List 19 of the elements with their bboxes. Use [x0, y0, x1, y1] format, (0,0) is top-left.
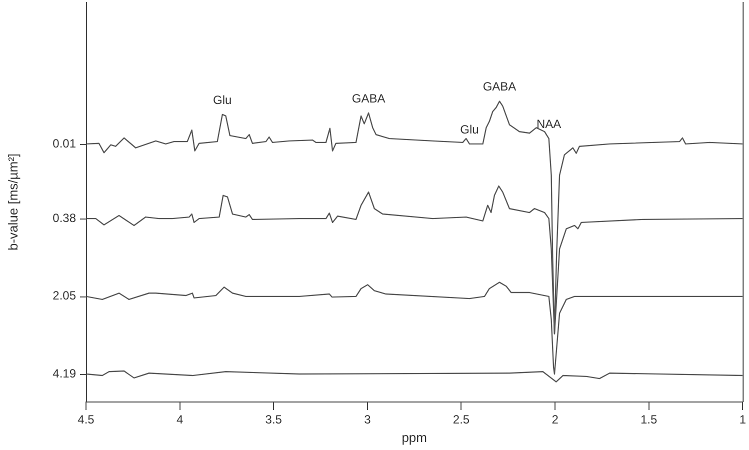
x-tick-label: 3	[364, 412, 372, 427]
annotation: Glu	[213, 92, 232, 107]
annotation: NAA	[536, 116, 562, 131]
x-tick-label: 4.5	[78, 412, 95, 427]
annotation: GABA	[352, 91, 386, 106]
series-label: 0.01	[52, 136, 76, 150]
x-tick-label: 1.5	[640, 412, 658, 427]
series-label: 0.38	[52, 210, 76, 225]
series-label: 4.19	[52, 366, 76, 380]
x-tick-label: 3.5	[265, 412, 282, 427]
y-axis-title: b-value [ms/µm²]	[6, 153, 21, 251]
x-tick-label: 4	[176, 412, 184, 427]
series-label: 2.05	[52, 288, 76, 303]
x-tick-label: 2.5	[452, 412, 470, 427]
x-tick-label: 2	[552, 412, 559, 427]
x-axis-title: ppm	[402, 430, 427, 445]
annotation: GABA	[482, 80, 516, 94]
annotation: Glu	[460, 122, 479, 136]
x-tick-label: 1	[739, 412, 746, 427]
